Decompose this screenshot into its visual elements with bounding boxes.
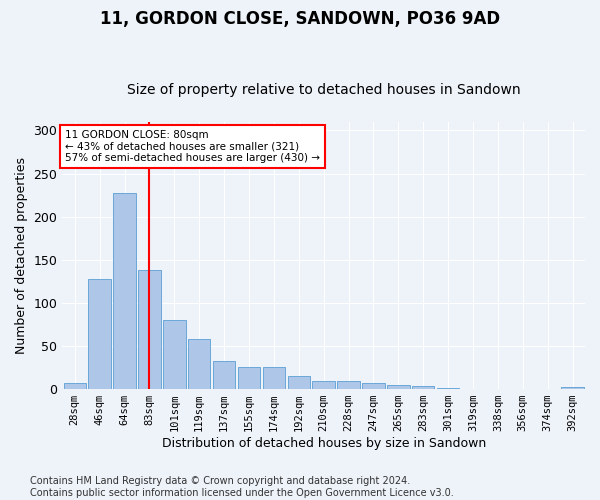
Bar [88, 278, 111, 389]
Bar [562, 388, 584, 389]
Bar [163, 320, 185, 389]
Bar [287, 376, 310, 389]
Text: Contains HM Land Registry data © Crown copyright and database right 2024.
Contai: Contains HM Land Registry data © Crown c… [30, 476, 454, 498]
Title: Size of property relative to detached houses in Sandown: Size of property relative to detached ho… [127, 83, 520, 97]
Bar [362, 383, 385, 389]
X-axis label: Distribution of detached houses by size in Sandown: Distribution of detached houses by size … [161, 437, 486, 450]
Text: 11, GORDON CLOSE, SANDOWN, PO36 9AD: 11, GORDON CLOSE, SANDOWN, PO36 9AD [100, 10, 500, 28]
Bar [113, 194, 136, 389]
Bar [213, 360, 235, 389]
Bar [313, 382, 335, 389]
Bar [437, 388, 460, 389]
Text: 11 GORDON CLOSE: 80sqm
← 43% of detached houses are smaller (321)
57% of semi-de: 11 GORDON CLOSE: 80sqm ← 43% of detached… [65, 130, 320, 163]
Y-axis label: Number of detached properties: Number of detached properties [15, 157, 28, 354]
Bar [188, 339, 211, 389]
Bar [387, 385, 410, 389]
Bar [238, 366, 260, 389]
Bar [263, 366, 285, 389]
Bar [64, 383, 86, 389]
Bar [412, 386, 434, 389]
Bar [337, 382, 360, 389]
Bar [138, 270, 161, 389]
